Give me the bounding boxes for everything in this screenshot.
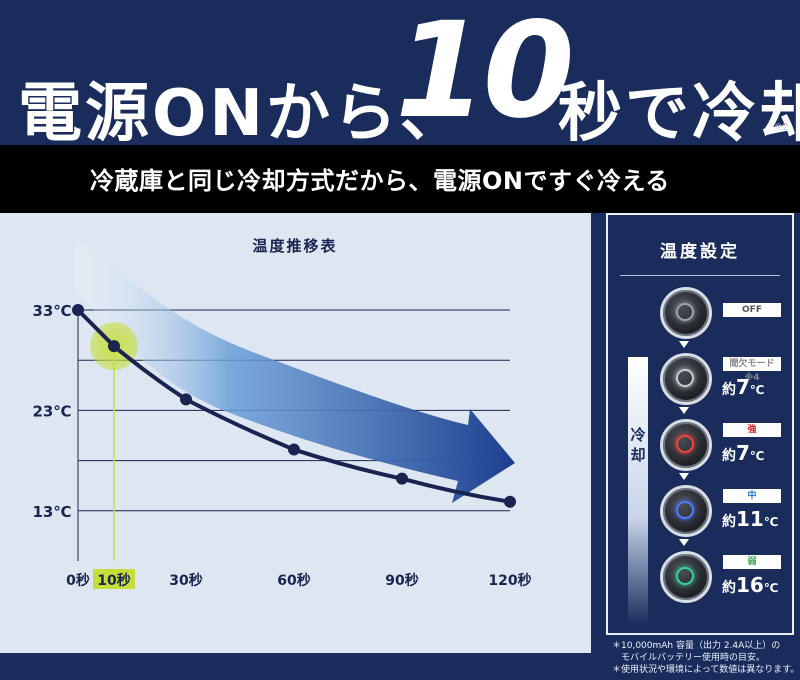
mode-temperature-unit: ℃ <box>749 449 765 463</box>
cooling-trend-arrow <box>75 241 515 503</box>
y-tick-label: 33℃ <box>32 302 71 320</box>
data-point <box>288 443 300 456</box>
subtitle-text: 冷蔵庫と同じ冷却方式だから、電源ONですぐ冷える <box>90 167 670 195</box>
temperature-settings-panel: 温度設定 冷却 OFF 間欠モード※4 約7℃ 強約7℃ 中約11℃ 弱約16℃ <box>606 213 794 635</box>
x-tick-label: 90秒 <box>385 572 418 589</box>
mode-step-arrow-icon <box>679 407 689 414</box>
x-tick-label: 0秒 <box>66 572 90 589</box>
footnote-line: ＊使用状況や環境によって数値は異なります。 <box>612 665 800 675</box>
headline: 電源ONから、 10 秒で冷却 ※2 <box>0 0 800 151</box>
mode-temperature: 約7℃ <box>722 375 764 399</box>
footnotes: ＊10,000mAh 容量（出力 2.4A以上）の モバイルバッテリー使用時の目… <box>612 640 800 676</box>
chart-title: 温度推移表 <box>252 237 337 255</box>
mode-dial-icon <box>660 353 712 405</box>
mode-temperature-prefix: 約 <box>722 448 736 464</box>
data-point <box>108 340 120 353</box>
mode-temperature: 約11℃ <box>722 507 778 531</box>
mode-label: 強 <box>723 423 781 437</box>
mode-dial-icon <box>660 485 712 537</box>
mode-dial-icon <box>660 287 712 339</box>
cooling-label: 冷却 <box>630 426 646 464</box>
y-tick-label: 13℃ <box>32 503 71 521</box>
y-tick-label: 23℃ <box>32 402 71 420</box>
chart-series <box>72 304 516 508</box>
data-point <box>504 495 516 508</box>
mode-temperature: 約7℃ <box>722 441 764 465</box>
x-tick-label: 30秒 <box>169 572 202 589</box>
mode-temperature-value: 7 <box>736 375 750 399</box>
mode-temperature-value: 7 <box>736 441 750 465</box>
mode-temperature-value: 16 <box>736 573 764 597</box>
mode-step-arrow-icon <box>679 341 689 348</box>
mode-label: OFF <box>723 303 781 317</box>
subtitle-bar: 冷蔵庫と同じ冷却方式だから、電源ONですぐ冷える <box>0 145 800 213</box>
mode-step-arrow-icon <box>679 539 689 546</box>
mode-temperature-unit: ℃ <box>763 515 779 529</box>
headline-seconds-number: 10 <box>395 0 575 148</box>
mode-dial-icon <box>660 551 712 603</box>
temperature-chart: 温度推移表 33℃ 23℃ 13℃ 0秒 10秒 30秒 60秒 90秒 120秒 <box>32 237 532 589</box>
temperature-chart-panel: 温度推移表 33℃ 23℃ 13℃ 0秒 10秒 30秒 60秒 90秒 120秒 <box>0 213 591 653</box>
headline-part-3: 秒で冷却 <box>558 77 800 151</box>
mode-temperature-unit: ℃ <box>763 581 779 595</box>
mode-dial-icon <box>660 419 712 471</box>
mode-temperature-value: 11 <box>736 507 764 531</box>
footnote-line: モバイルバッテリー使用時の目安。 <box>612 653 766 663</box>
settings-divider <box>620 275 780 276</box>
mode-label: 間欠モード※4 <box>723 357 781 383</box>
cooling-gradient-bar <box>628 357 648 625</box>
y-axis-ticks: 33℃ 23℃ 13℃ <box>32 302 71 521</box>
footnote-line: ＊10,000mAh 容量（出力 2.4A以上）の <box>612 641 781 651</box>
mode-label: 弱 <box>723 555 781 569</box>
mode-step-arrow-icon <box>679 473 689 480</box>
x-tick-highlight-box <box>93 569 135 589</box>
headline-note-marker: ※2 <box>774 122 789 133</box>
x-tick-label: 120秒 <box>488 572 531 589</box>
mode-temperature-prefix: 約 <box>722 382 736 398</box>
headline-part-1: 電源ONから、 <box>18 77 467 151</box>
mode-label: 中 <box>723 489 781 503</box>
x-tick-label: 10秒 <box>97 572 130 589</box>
data-point <box>72 304 84 316</box>
data-point <box>180 393 192 406</box>
mode-temperature-prefix: 約 <box>722 580 736 596</box>
x-axis-ticks: 0秒 10秒 30秒 60秒 90秒 120秒 <box>66 569 532 589</box>
mode-temperature: 約16℃ <box>722 573 778 597</box>
data-point <box>396 472 408 485</box>
mode-temperature-unit: ℃ <box>749 383 765 397</box>
mode-temperature-prefix: 約 <box>722 514 736 530</box>
settings-title: 温度設定 <box>660 242 740 262</box>
x-tick-label: 60秒 <box>277 572 310 589</box>
